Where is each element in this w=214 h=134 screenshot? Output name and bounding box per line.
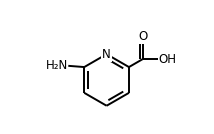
Text: O: O	[138, 30, 147, 43]
Text: OH: OH	[158, 53, 176, 66]
Text: H₂N: H₂N	[45, 59, 68, 72]
Text: N: N	[102, 48, 111, 61]
